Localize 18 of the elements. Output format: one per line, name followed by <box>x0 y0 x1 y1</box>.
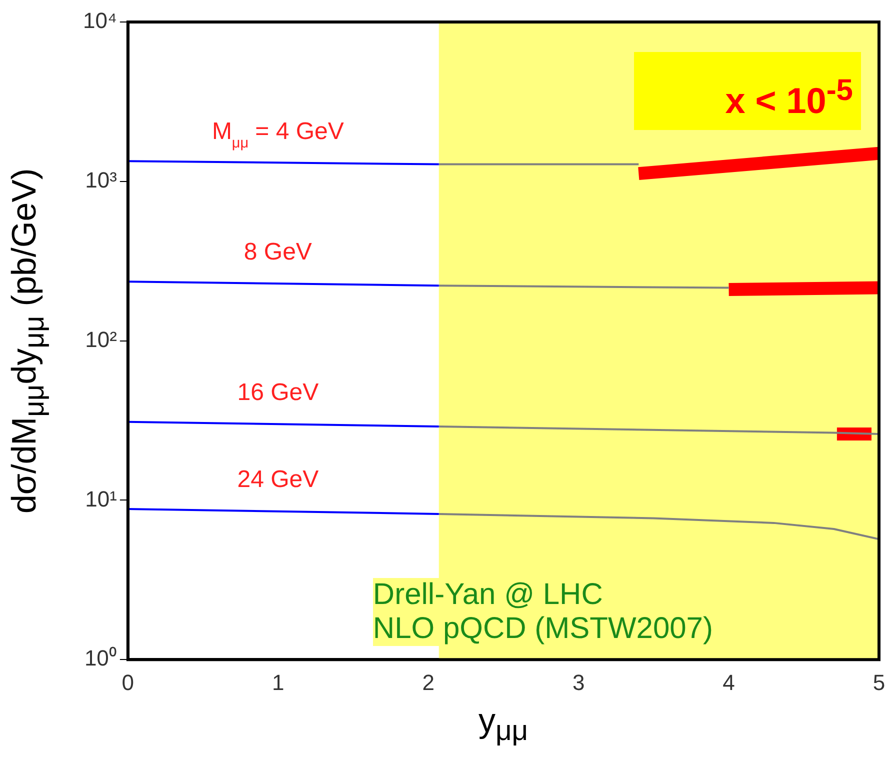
y-tick-label: 10² <box>85 326 117 352</box>
y-tick-label: 10⁰ <box>84 646 117 671</box>
series-label: 24 GeV <box>237 466 319 494</box>
y-tick-label: 10³ <box>85 167 117 192</box>
x-tick-label: 4 <box>722 670 735 695</box>
series-label: 16 GeV <box>237 378 319 406</box>
series-label: 8 GeV <box>244 238 312 266</box>
annotation: Drell-Yan @ LHC <box>372 578 604 612</box>
x-tick-label: 0 <box>122 670 134 695</box>
x-tick-label: 3 <box>572 670 585 695</box>
x-axis-title: y$_{μμ}$ <box>478 702 528 748</box>
x-tick-label: 1 <box>272 670 284 695</box>
x-tick-label: 2 <box>422 670 434 695</box>
band-label: x < 10$^{-5}$ <box>634 52 861 130</box>
x-tick-label: 5 <box>872 670 886 695</box>
annotation: NLO pQCD (MSTW2007) <box>372 612 713 646</box>
y-tick-label: 10¹ <box>85 486 117 512</box>
y-tick-label: 10⁴ <box>82 8 117 34</box>
